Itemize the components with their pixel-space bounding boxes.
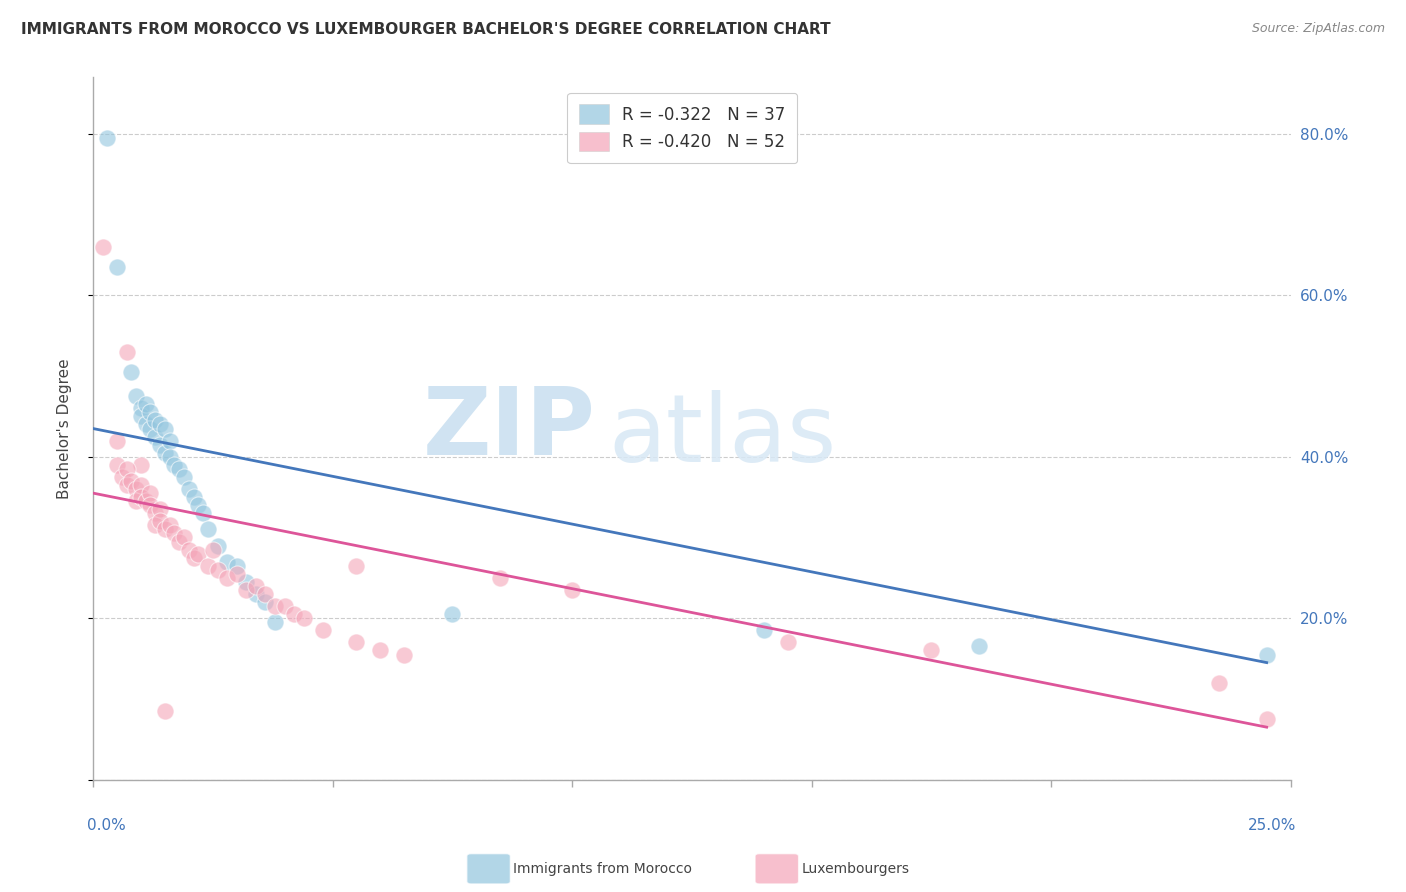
Point [153, 421, 176, 435]
Point [197, 558, 219, 573]
Point [159, 518, 181, 533]
Text: Luxembourgers: Luxembourgers [801, 862, 910, 876]
Point [115, 462, 138, 476]
Point [245, 579, 267, 593]
Point [143, 413, 166, 427]
Point [115, 344, 138, 359]
Point [920, 643, 942, 657]
Point [163, 458, 186, 472]
Text: IMMIGRANTS FROM MOROCCO VS LUXEMBOURGER BACHELOR'S DEGREE CORRELATION CHART: IMMIGRANTS FROM MOROCCO VS LUXEMBOURGER … [21, 22, 831, 37]
Point [187, 547, 209, 561]
Point [149, 438, 172, 452]
Point [159, 450, 181, 464]
Point [173, 470, 195, 484]
Point [489, 571, 512, 585]
Point [167, 462, 190, 476]
Y-axis label: Bachelor's Degree: Bachelor's Degree [58, 359, 72, 499]
Point [135, 397, 157, 411]
Point [235, 582, 257, 597]
Point [139, 421, 162, 435]
Text: ZIP: ZIP [423, 383, 596, 475]
Point [135, 494, 157, 508]
Point [125, 482, 148, 496]
Point [167, 534, 190, 549]
Point [177, 542, 200, 557]
Point [149, 502, 172, 516]
Legend: R = -0.322   N = 37, R = -0.420   N = 52: R = -0.322 N = 37, R = -0.420 N = 52 [568, 93, 797, 163]
Point [292, 611, 315, 625]
Point [163, 526, 186, 541]
Point [207, 539, 229, 553]
Point [264, 615, 287, 630]
Point [149, 514, 172, 528]
Point [264, 599, 287, 613]
Point [153, 704, 176, 718]
Point [143, 518, 166, 533]
Point [120, 474, 142, 488]
Point [173, 531, 195, 545]
Point [125, 494, 148, 508]
Point [193, 506, 215, 520]
Point [254, 587, 277, 601]
Point [1256, 712, 1278, 726]
Point [245, 587, 267, 601]
Point [129, 409, 152, 424]
Point [561, 582, 583, 597]
Point [153, 523, 176, 537]
Point [967, 640, 990, 654]
Text: 0.0%: 0.0% [87, 818, 125, 833]
Point [135, 417, 157, 432]
Point [225, 558, 247, 573]
Point [177, 482, 200, 496]
Text: atlas: atlas [607, 390, 837, 482]
Point [235, 574, 257, 589]
Point [139, 498, 162, 512]
Point [153, 446, 176, 460]
Point [201, 542, 224, 557]
Point [111, 470, 134, 484]
Point [143, 506, 166, 520]
Point [120, 365, 142, 379]
Point [441, 607, 464, 622]
Point [187, 498, 209, 512]
Point [217, 555, 239, 569]
Text: Immigrants from Morocco: Immigrants from Morocco [513, 862, 692, 876]
Point [312, 624, 335, 638]
Point [129, 458, 152, 472]
Text: Source: ZipAtlas.com: Source: ZipAtlas.com [1251, 22, 1385, 36]
Point [125, 389, 148, 403]
Point [143, 429, 166, 443]
Point [217, 571, 239, 585]
Point [346, 558, 368, 573]
Point [183, 550, 205, 565]
Point [149, 417, 172, 432]
Point [283, 607, 305, 622]
Point [159, 434, 181, 448]
Text: 25.0%: 25.0% [1249, 818, 1296, 833]
Point [139, 405, 162, 419]
Point [254, 595, 277, 609]
Point [91, 240, 114, 254]
Point [752, 624, 775, 638]
Point [197, 523, 219, 537]
Point [139, 486, 162, 500]
Point [207, 563, 229, 577]
Point [105, 458, 128, 472]
Point [105, 260, 128, 274]
Point [129, 478, 152, 492]
Point [183, 490, 205, 504]
Point [273, 599, 295, 613]
Point [129, 490, 152, 504]
Point [129, 401, 152, 416]
Point [394, 648, 416, 662]
Point [105, 434, 128, 448]
Point [370, 643, 392, 657]
Point [115, 478, 138, 492]
Point [225, 566, 247, 581]
Point [346, 635, 368, 649]
Point [1256, 648, 1278, 662]
Point [1208, 675, 1230, 690]
Point [776, 635, 799, 649]
Point [96, 131, 118, 145]
